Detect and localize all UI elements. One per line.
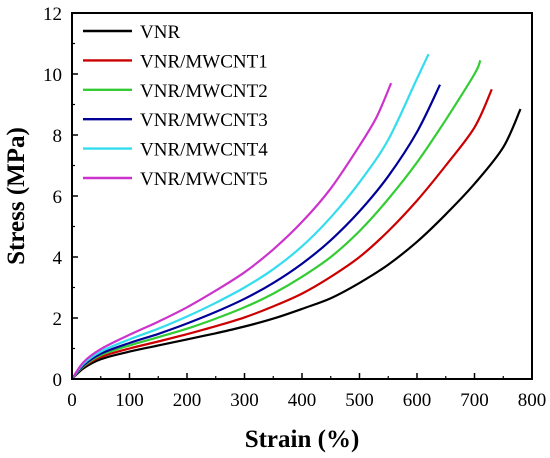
series-line-vnr-mwcnt3 <box>71 84 441 380</box>
series-line-vnr-mwcnt5 <box>71 82 393 380</box>
y-tick-label: 0 <box>53 370 63 391</box>
legend-label-vnr-mwcnt4: VNR/MWCNT4 <box>140 140 268 161</box>
y-tick-label: 2 <box>53 309 63 330</box>
legend-label-vnr-mwcnt3: VNR/MWCNT3 <box>140 110 268 131</box>
x-tick-label: 800 <box>518 390 547 411</box>
x-tick-label: 200 <box>173 390 202 411</box>
y-axis-title: Stress (MPa) <box>3 127 30 265</box>
legend-label-vnr-mwcnt2: VNR/MWCNT2 <box>140 81 268 102</box>
legend-label-vnr-mwcnt1: VNR/MWCNT1 <box>140 51 268 72</box>
series-line-vnr <box>71 108 522 380</box>
y-tick-label: 12 <box>43 4 62 25</box>
y-tick-label: 10 <box>43 65 62 86</box>
series-line-vnr-mwcnt1 <box>71 88 493 380</box>
x-axis-title: Strain (%) <box>245 426 360 453</box>
series-line-vnr-mwcnt2 <box>71 59 482 380</box>
series-line-vnr-mwcnt4 <box>71 53 430 380</box>
legend-label-vnr: VNR <box>140 22 180 43</box>
y-tick-label: 6 <box>53 187 63 208</box>
y-tick-label: 4 <box>53 248 63 269</box>
x-tick-label: 600 <box>403 390 432 411</box>
x-axis-ticks: 0 100 200 300 400 500 600 700 800 <box>67 373 546 411</box>
x-tick-label: 700 <box>460 390 489 411</box>
x-tick-label: 100 <box>115 390 144 411</box>
x-tick-label: 400 <box>288 390 317 411</box>
plot-lines <box>71 53 522 380</box>
y-tick-label: 8 <box>53 126 63 147</box>
x-tick-label: 300 <box>230 390 259 411</box>
y-axis-ticks: 0 2 4 6 8 10 12 <box>43 4 78 391</box>
legend-label-vnr-mwcnt5: VNR/MWCNT5 <box>140 169 268 190</box>
legend: VNR VNR/MWCNT1 VNR/MWCNT2 VNR/MWCNT3 VNR/MWC… <box>83 22 268 190</box>
x-tick-label: 500 <box>345 390 374 411</box>
x-tick-label: 0 <box>67 390 77 411</box>
